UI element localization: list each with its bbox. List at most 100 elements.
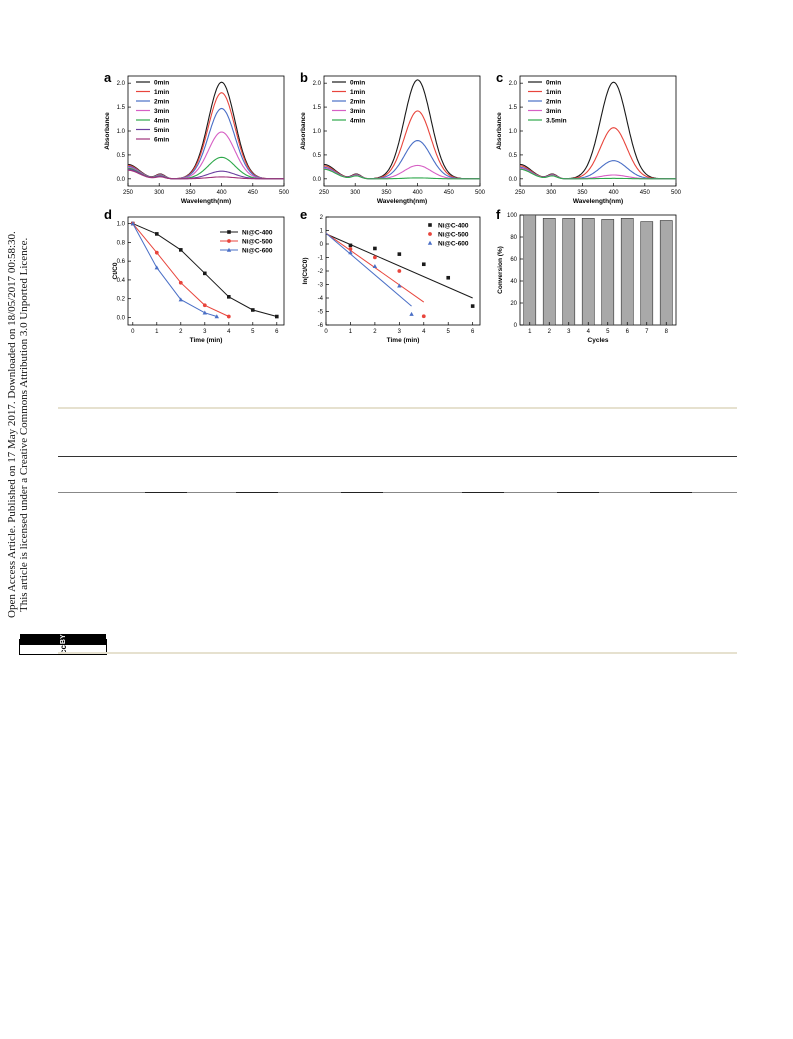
data-point (397, 283, 402, 288)
legend-label: 3min (546, 108, 561, 115)
x-tick-label: 6 (626, 329, 630, 335)
y-tick-label: 0.5 (117, 153, 126, 159)
y-tick-label: -4 (318, 296, 324, 302)
series-line-Ni@C-500 (132, 223, 230, 317)
x-tick-label: 500 (279, 190, 290, 196)
plot-frame (519, 214, 677, 326)
x-tick-label: 0 (131, 329, 135, 335)
x-tick-label: 2 (373, 329, 377, 335)
x-tick-label: 5 (251, 329, 255, 335)
data-point (179, 248, 183, 252)
y-tick-label: 0.0 (117, 177, 126, 183)
x-tick-label: 500 (671, 190, 682, 196)
y-axis-title: ln(Ct/C0) (302, 257, 309, 284)
series-line-0min (519, 81, 676, 180)
data-point (470, 304, 475, 308)
y-tick-label: 0.5 (313, 153, 322, 159)
y-tick-label: -3 (318, 283, 324, 289)
y-tick-label: 1.0 (313, 129, 322, 135)
data-point (373, 246, 377, 251)
legend-label: 3.5min (546, 117, 567, 124)
x-tick-label: 1 (528, 329, 532, 335)
panel-d: 0 1 2 3 4 5 6 0.0 0.2 0.4 0.6 0.8 1.0 d Time (min) Ct/C… (100, 205, 295, 355)
y-tick-label: 80 (510, 235, 517, 241)
legend-label: 3min (154, 108, 169, 115)
y-tick-label: 2.0 (117, 81, 126, 87)
bar-cycle-3 (562, 218, 576, 326)
y-tick-label: -6 (318, 323, 324, 329)
legend-label: Ni@C-400 (438, 222, 469, 229)
series-line-4min (324, 168, 480, 180)
bar-cycle-4 (581, 218, 595, 326)
x-tick-label: 250 (319, 190, 330, 196)
y-tick-label: 60 (510, 257, 517, 263)
y-tick-label: 2 (320, 215, 324, 221)
bar-cycle-7 (640, 221, 654, 326)
data-point (275, 314, 279, 319)
x-tick-label: 400 (217, 190, 228, 196)
data-point (348, 243, 353, 248)
x-tick-label: 5 (447, 329, 451, 335)
y-tick-label: 2.0 (509, 81, 518, 87)
panel-e-chart: 0 1 2 3 4 5 6 2 1 0 -1 -2 -3 -4 -5 -6 e Time (min) ln(Ct/C… (300, 207, 481, 344)
x-tick-label: 300 (154, 190, 165, 196)
legend-marker (226, 247, 232, 252)
x-tick-label: 5 (606, 329, 610, 335)
y-tick-label: 0 (320, 242, 324, 248)
y-tick-label: 2.0 (313, 81, 322, 87)
legend-marker (227, 230, 231, 234)
series-line-3min (323, 164, 480, 180)
legend-marker (427, 240, 433, 245)
y-tick-label: 0.4 (117, 278, 126, 284)
x-axis-title: Wavelength(nm) (377, 198, 427, 205)
panel-b: 250 300 350 400 450 500 0.0 0.5 1.0 1.5 2.0 b Wavele… (296, 68, 491, 213)
data-point (421, 262, 426, 267)
x-tick-label: 250 (515, 190, 526, 196)
panel-letter: e (300, 207, 307, 222)
x-tick-label: 400 (609, 190, 620, 196)
y-tick-label: 0.0 (509, 177, 518, 183)
x-tick-label: 250 (123, 190, 134, 196)
y-tick-label: 1.0 (117, 222, 126, 228)
x-tick-label: 350 (381, 190, 392, 196)
legend-label: 0min (350, 79, 365, 86)
legend-label: 2min (546, 98, 561, 105)
panel-letter: a (104, 70, 112, 85)
series-line-Ni@C-600 (132, 223, 217, 317)
x-tick-label: 3 (567, 329, 571, 335)
panel-letter: d (104, 207, 112, 222)
by-logo: BY (20, 634, 106, 645)
legend-label: Ni@C-500 (242, 238, 273, 245)
legend-label: 1min (546, 89, 561, 96)
data-point (251, 308, 255, 312)
data-point (227, 295, 231, 299)
legend-label: 2min (154, 98, 169, 105)
x-tick-label: 300 (546, 190, 557, 196)
y-tick-label: 20 (510, 301, 517, 307)
y-tick-label: 0.8 (117, 240, 126, 246)
y-tick-label: 0.6 (117, 259, 126, 265)
fit-line-Ni@C-600 (325, 232, 412, 307)
licence-notice[interactable]: This article is licensed under a Creativ… (18, 237, 30, 612)
y-tick-label: 0.0 (117, 315, 126, 321)
x-axis-title: Cycles (588, 337, 609, 344)
data-point (421, 314, 426, 319)
legend-label: Ni@C-600 (242, 247, 273, 254)
legend-label: 5min (154, 127, 169, 134)
panel-a: 250 300 350 400 450 500 0.0 0.5 1.0 1.5 2.0 a Wavele… (100, 68, 295, 213)
x-tick-label: 2 (548, 329, 552, 335)
panel-c: 250 300 350 400 450 500 0.0 0.5 1.0 1.5 2.0 c Wavele… (492, 68, 687, 213)
panel-d-chart: 0 1 2 3 4 5 6 0.0 0.2 0.4 0.6 0.8 1.0 d Time (min) Ct/C… (104, 207, 285, 344)
y-tick-label: 0.5 (509, 153, 518, 159)
legend-label: 0min (154, 79, 169, 86)
column-underline-2 (236, 492, 278, 493)
panel-letter: c (496, 70, 503, 85)
data-point (446, 275, 451, 280)
x-tick-label: 4 (227, 329, 231, 335)
legend-label: 6min (154, 136, 169, 143)
legend-marker (428, 223, 432, 227)
x-tick-label: 300 (350, 190, 361, 196)
y-tick-label: 0.0 (313, 177, 322, 183)
data-point (178, 297, 183, 302)
bar-cycle-6 (620, 218, 634, 326)
